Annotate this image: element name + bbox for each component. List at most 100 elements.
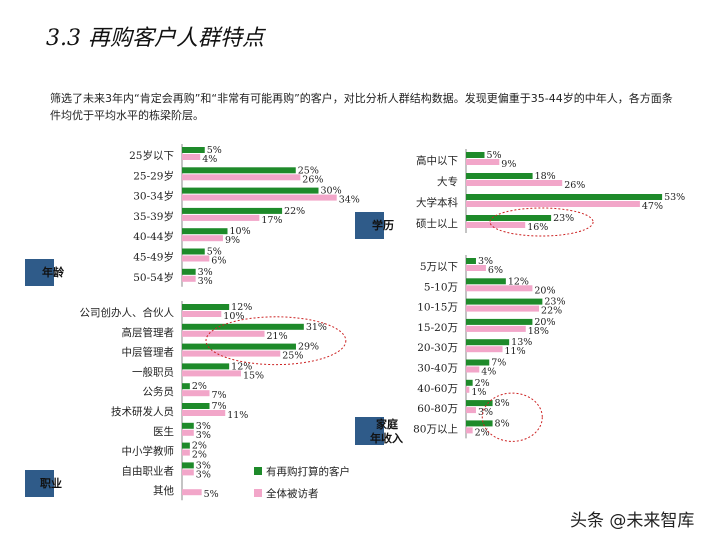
- income-bar-all: [466, 305, 540, 312]
- page-title: 3.3 再购客户人群特点: [46, 26, 264, 51]
- occupation-bar-all: [182, 429, 194, 436]
- occupation-value-all: 11%: [227, 410, 248, 421]
- age-bar-repurchase: [182, 167, 296, 174]
- age-category-label: 35-39岁: [133, 210, 174, 223]
- education-section-label: 学历: [355, 212, 394, 239]
- legend-label-all: 全体被访者: [266, 487, 319, 500]
- watermark: 头条 @未来智库: [570, 511, 695, 531]
- occupation-category-label: 公司创办人、合伙人: [80, 306, 175, 319]
- education-bar-repurchase: [466, 173, 533, 179]
- page-description: 筛选了未来3年内“肯定会再购”和“非常有可能再购”的客户，对比分析人群结构数据。…: [50, 92, 673, 122]
- income-bar-repurchase: [466, 318, 533, 325]
- occupation-bar-repurchase: [182, 442, 190, 449]
- income-bar-repurchase: [466, 339, 510, 346]
- income-bar-all: [466, 346, 503, 353]
- age-label-box: [25, 259, 54, 286]
- income-category-label: 60-80万: [417, 403, 458, 415]
- income-value-repurchase: 3%: [478, 256, 493, 267]
- education-value-repurchase: 23%: [553, 213, 574, 224]
- age-category-label: 50-54岁: [133, 271, 174, 284]
- income-value-all: 2%: [475, 427, 490, 438]
- education-bar-all: [466, 159, 500, 165]
- age-category-label: 25-29岁: [133, 169, 174, 182]
- occupation-value-repurchase: 12%: [231, 302, 252, 313]
- income-label-text-1: 家庭: [376, 417, 398, 431]
- age-bar-all: [182, 235, 223, 242]
- age-label-text: 年龄: [42, 265, 65, 279]
- age-value-repurchase: 25%: [298, 165, 319, 176]
- occupation-value-repurchase: 2%: [192, 381, 207, 392]
- occupation-category-label: 其他: [153, 484, 174, 497]
- education-bar-all: [466, 222, 526, 228]
- occupation-highlight-ring: [205, 316, 347, 366]
- age-bar-all: [182, 174, 301, 181]
- age-category-label: 30-34岁: [133, 190, 174, 203]
- age-value-repurchase: 10%: [230, 226, 251, 237]
- income-value-repurchase: 23%: [544, 297, 565, 308]
- income-bar-all: [466, 265, 486, 271]
- age-bar-all: [182, 214, 260, 221]
- education-category-label: 大学本科: [416, 196, 458, 209]
- occupation-bar-all: [182, 350, 281, 357]
- age-value-repurchase: 22%: [284, 206, 305, 217]
- legend: 有再购打算的客户 全体被访者: [254, 465, 350, 500]
- income-value-all: 22%: [541, 306, 562, 317]
- age-value-all: 4%: [202, 154, 217, 165]
- education-bar-repurchase: [466, 194, 663, 200]
- income-category-label: 30-40万: [417, 363, 458, 375]
- age-bar-repurchase: [182, 207, 283, 214]
- education-label-box: [355, 212, 384, 239]
- education-label-text: 学历: [372, 218, 394, 232]
- education-bar-all: [466, 180, 563, 186]
- occupation-category-label: 技术研发人员: [111, 405, 174, 418]
- income-category-label: 20-30万: [417, 342, 458, 354]
- occupation-category-label: 中层管理者: [122, 346, 175, 359]
- occupation-bar-all: [182, 330, 265, 337]
- education-category-label: 硕士以上: [416, 217, 458, 230]
- income-value-all: 1%: [471, 387, 486, 398]
- occupation-label-text: 职业: [40, 476, 62, 490]
- age-value-repurchase: 5%: [207, 145, 222, 156]
- income-category-label: 5万以下: [420, 261, 458, 273]
- occupation-category-label: 高层管理者: [122, 326, 175, 339]
- age-value-all: 9%: [225, 235, 240, 246]
- income-value-repurchase: 2%: [475, 378, 490, 389]
- income-bar-repurchase: [466, 258, 476, 264]
- income-value-repurchase: 13%: [511, 337, 532, 348]
- occupation-value-repurchase: 7%: [212, 401, 227, 412]
- age-bar-all: [182, 154, 201, 160]
- income-bar-repurchase: [466, 298, 543, 305]
- age-section-label: 年龄: [25, 259, 65, 286]
- income-bar-all: [466, 427, 473, 434]
- occupation-value-all: 15%: [243, 370, 264, 381]
- income-value-repurchase: 20%: [534, 317, 555, 328]
- occupation-value-repurchase: 3%: [196, 460, 211, 471]
- occupation-value-all: 3%: [196, 430, 211, 441]
- income-section-label: 家庭 年收入: [355, 417, 403, 445]
- education-value-all: 9%: [501, 159, 516, 170]
- education-category-label: 大专: [437, 175, 458, 188]
- education-value-all: 16%: [527, 222, 548, 233]
- education-value-all: 26%: [564, 180, 585, 191]
- age-value-repurchase: 5%: [207, 247, 222, 258]
- chart-panels: 25岁以下 5%4%25-29岁 25%26%30-34岁 30%34%35-39岁 2…: [80, 144, 685, 501]
- income-category-label: 5-10万: [424, 281, 458, 293]
- education-highlight-ring: [489, 207, 594, 237]
- income-value-repurchase: 12%: [508, 276, 529, 287]
- age-value-all: 3%: [198, 276, 213, 287]
- income-value-repurchase: 8%: [495, 398, 510, 409]
- occupation-bar-all: [182, 449, 190, 456]
- occupation-value-repurchase: 2%: [192, 441, 207, 452]
- occupation-bar-all: [182, 469, 194, 476]
- income-value-all: 4%: [481, 367, 496, 378]
- education-value-repurchase: 18%: [535, 171, 556, 182]
- income-bar-repurchase: [466, 379, 473, 386]
- age-value-all: 26%: [302, 174, 323, 185]
- occupation-value-all: 2%: [192, 450, 207, 461]
- occupation-value-repurchase: 12%: [231, 361, 252, 372]
- income-bar-all: [466, 285, 533, 292]
- occupation-category-label: 一般职员: [132, 365, 174, 378]
- education-bar-repurchase: [466, 215, 552, 221]
- legend-swatch-repurchase: [254, 467, 262, 475]
- occupation-bar-repurchase: [182, 323, 304, 330]
